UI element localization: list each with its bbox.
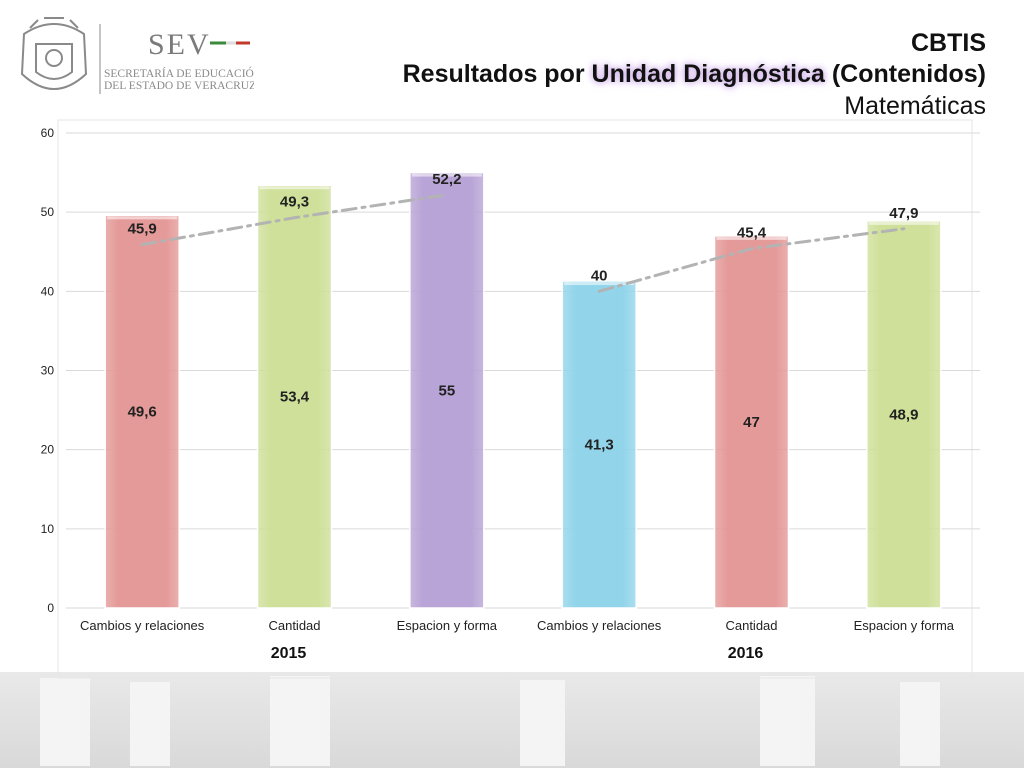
y-tick-label: 50 — [41, 205, 55, 219]
footer-band — [0, 672, 1024, 768]
footer-tile — [520, 680, 565, 766]
footer-tile — [130, 682, 170, 766]
y-tick-label: 60 — [41, 126, 55, 140]
bar-value-label: 48,9 — [889, 406, 918, 423]
x-category-label: Espacion y forma — [854, 618, 955, 633]
bar-highlight — [259, 186, 330, 190]
bar-value-label: 55 — [438, 382, 455, 399]
bar — [713, 235, 790, 609]
bar-highlight — [107, 216, 178, 220]
bar-value-label: 49,6 — [128, 404, 157, 421]
x-group-label: 2015 — [271, 645, 307, 662]
y-tick-label: 30 — [41, 364, 55, 378]
x-category-label: Cambios y relaciones — [537, 618, 662, 633]
logo-line2: DEL ESTADO DE VERACRUZ — [104, 80, 254, 92]
title-line3: Matemáticas — [844, 92, 986, 120]
trend-line — [140, 193, 449, 247]
y-tick-label: 0 — [47, 601, 54, 615]
trend-value-label: 45,4 — [737, 225, 767, 242]
bar — [409, 171, 485, 609]
footer-tile — [40, 678, 90, 766]
bar — [561, 280, 637, 609]
y-tick-label: 40 — [41, 284, 55, 298]
bar — [256, 184, 333, 609]
y-tick-label: 10 — [41, 522, 55, 536]
trend-value-label: 49,3 — [280, 194, 309, 211]
bar-chart: 0 10 20 30 40 50 60 49,6 53,4 55 41,3 47 48,9 45,9 49,… — [41, 119, 980, 679]
trend-value-label: 45,9 — [128, 221, 157, 238]
bar-highlight — [564, 282, 635, 286]
bar-highlight — [868, 221, 939, 225]
trend-value-label: 40 — [591, 267, 608, 284]
trend-value-label: 52,2 — [432, 171, 461, 188]
trend-value-label: 47,9 — [889, 205, 918, 222]
slide-title: CBTIS Resultados por Unidad Diagnóstica … — [403, 28, 986, 122]
plot-frame — [57, 119, 973, 679]
bar-highlight — [716, 236, 787, 240]
x-category-label: Cantidad — [268, 618, 320, 633]
sev-logo: SEV SECRETARÍA DE EDUCACIÓN DEL ESTADO D… — [14, 14, 263, 106]
footer-tile — [900, 682, 940, 766]
veracruz-seal-icon: SEV SECRETARÍA DE EDUCACIÓN DEL ESTADO D… — [20, 17, 263, 94]
title-line1: CBTIS — [911, 29, 986, 57]
footer-tile — [760, 676, 815, 766]
bar — [104, 214, 180, 609]
logo-brand: SEV — [148, 28, 211, 61]
title-line2-prefix: Resultados por — [402, 60, 592, 88]
bar-highlight — [411, 173, 482, 177]
bar-value-label: 41,3 — [585, 437, 614, 454]
bar-value-label: 53,4 — [280, 389, 310, 406]
bar-value-label: 47 — [743, 414, 760, 431]
trend-line — [597, 227, 906, 293]
footer-tile — [270, 676, 330, 766]
title-line2-suffix: (Contenidos) — [824, 60, 986, 88]
logo-line1: SECRETARÍA DE EDUCACIÓN — [104, 66, 254, 80]
title-line2-highlight: Unidad Diagnóstica — [591, 60, 825, 88]
y-tick-label: 20 — [41, 443, 55, 457]
title-line2: Resultados por Unidad Diagnóstica (Conte… — [403, 58, 986, 90]
x-category-label: Cantidad — [725, 618, 777, 633]
x-category-label: Cambios y relaciones — [80, 618, 205, 633]
bar — [866, 220, 942, 609]
x-group-label: 2016 — [728, 645, 764, 662]
x-category-label: Espacion y forma — [397, 618, 498, 633]
